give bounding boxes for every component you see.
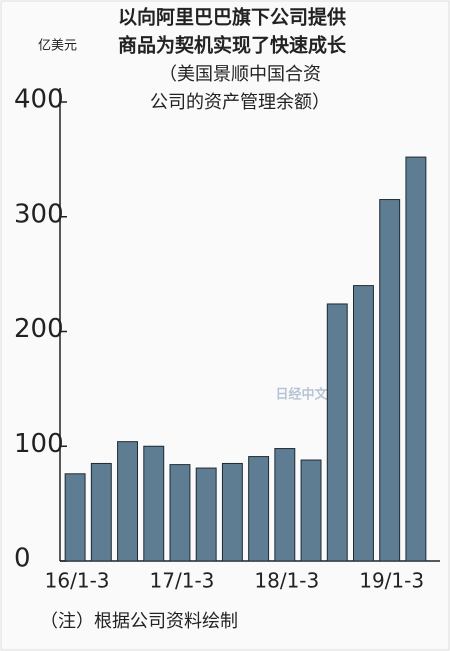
x-tick-label: 16/1-3 xyxy=(45,569,110,593)
chart-subtitle: （美国景顺中国合资 xyxy=(159,64,321,85)
bar xyxy=(405,156,427,562)
bar xyxy=(326,303,348,562)
bar xyxy=(379,199,401,562)
note: （注）根据公司资料绘制 xyxy=(40,611,238,632)
bar xyxy=(64,473,86,562)
bar xyxy=(195,467,217,562)
bar xyxy=(248,456,270,562)
y-axis-label: 亿美元 xyxy=(38,39,77,54)
chart-title: 商品为契机实现了快速成长 xyxy=(118,34,347,57)
x-tick-label: 17/1-3 xyxy=(150,569,215,593)
bar xyxy=(300,459,322,562)
bar xyxy=(169,464,191,562)
chart-title: 以向阿里巴巴旗下公司提供 xyxy=(118,6,346,29)
x-tick-label: 19/1-3 xyxy=(359,569,424,593)
y-tick-label: 200 xyxy=(14,314,64,344)
bar xyxy=(117,441,138,562)
chart-subtitle: 公司的资产管理余额） xyxy=(150,92,330,113)
bar xyxy=(221,462,243,562)
bar xyxy=(143,445,165,562)
y-tick-label: 100 xyxy=(14,429,64,459)
x-tick-label: 18/1-3 xyxy=(254,569,319,593)
y-tick-label: 400 xyxy=(14,85,64,115)
watermark: 日经中文网 xyxy=(275,387,340,403)
bar xyxy=(274,448,296,562)
bar xyxy=(353,285,374,562)
y-tick-label: 0 xyxy=(14,544,31,574)
bar xyxy=(90,462,112,562)
y-tick-label: 300 xyxy=(14,199,64,229)
